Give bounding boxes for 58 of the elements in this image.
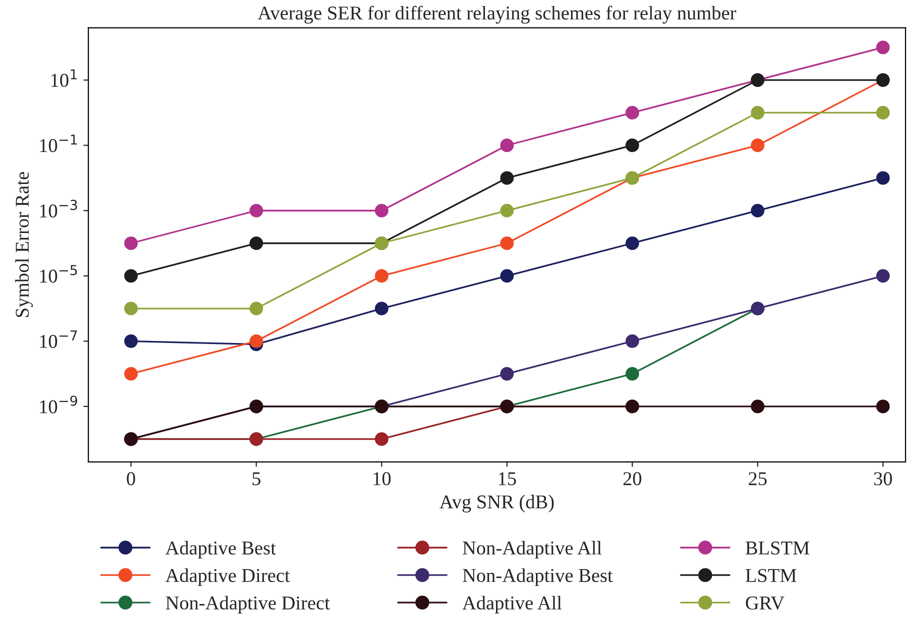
legend-label: Adaptive Best xyxy=(165,540,276,559)
point xyxy=(250,236,264,250)
legend-label: Adaptive All xyxy=(462,596,562,614)
point xyxy=(374,302,388,316)
point xyxy=(500,269,514,283)
point xyxy=(500,138,514,152)
point xyxy=(876,171,890,185)
point xyxy=(250,334,264,348)
point xyxy=(374,269,388,283)
chart-title: Average SER for different relaying schemes for relay number xyxy=(258,6,736,24)
point xyxy=(626,236,640,250)
point xyxy=(500,204,514,218)
legend-label: BLSTM xyxy=(746,542,810,555)
y-tick-label: 10$^{−7}$ xyxy=(40,330,77,348)
y-tick-label: 10$^{−5}$ xyxy=(40,265,77,283)
point xyxy=(500,171,514,185)
point xyxy=(750,106,764,120)
point xyxy=(750,204,764,218)
point xyxy=(374,432,388,446)
legend-label: GRV xyxy=(746,596,784,610)
point xyxy=(250,204,264,218)
legend-label: Non-Adaptive Direct xyxy=(166,596,330,614)
x-tick-label: 20 xyxy=(623,472,642,486)
point xyxy=(124,367,138,381)
x-tick-label: 10 xyxy=(374,472,391,486)
x-tick-label: 30 xyxy=(874,472,892,486)
y-tick-label: 10$^{−9}$ xyxy=(40,396,78,414)
point xyxy=(876,106,890,120)
point xyxy=(124,302,138,316)
point xyxy=(124,236,138,250)
y-tick-label: 10$^{1}$ xyxy=(51,69,77,87)
point xyxy=(876,40,890,54)
y-tick-label: 10$^{−3}$ xyxy=(40,200,77,218)
point xyxy=(750,138,764,152)
y-axis-title: Symbol Error Rate xyxy=(15,172,33,317)
point xyxy=(876,400,890,414)
x-axis-title: Avg SNR (dB) xyxy=(440,494,554,512)
point xyxy=(500,367,514,381)
point xyxy=(626,334,640,348)
x-tick-label: 25 xyxy=(748,472,767,486)
point xyxy=(124,334,138,348)
y-tick-label: 10$^{−1}$ xyxy=(40,134,77,152)
point xyxy=(626,106,640,120)
legend-label: Non-Adaptive Best xyxy=(462,568,613,586)
point xyxy=(626,138,640,152)
point xyxy=(500,236,514,250)
point xyxy=(750,400,764,414)
legend-label: LSTM xyxy=(746,569,796,582)
x-tick-label: 15 xyxy=(498,472,516,486)
legend-label: Non-Adaptive All xyxy=(462,540,602,559)
point xyxy=(250,302,264,316)
x-tick-label: 0 xyxy=(126,472,136,486)
x-tick-label: 5 xyxy=(252,472,260,486)
point xyxy=(124,269,138,283)
point xyxy=(626,367,640,381)
legend-label: Adaptive Direct xyxy=(165,568,290,586)
point xyxy=(374,204,388,218)
point xyxy=(876,269,890,283)
